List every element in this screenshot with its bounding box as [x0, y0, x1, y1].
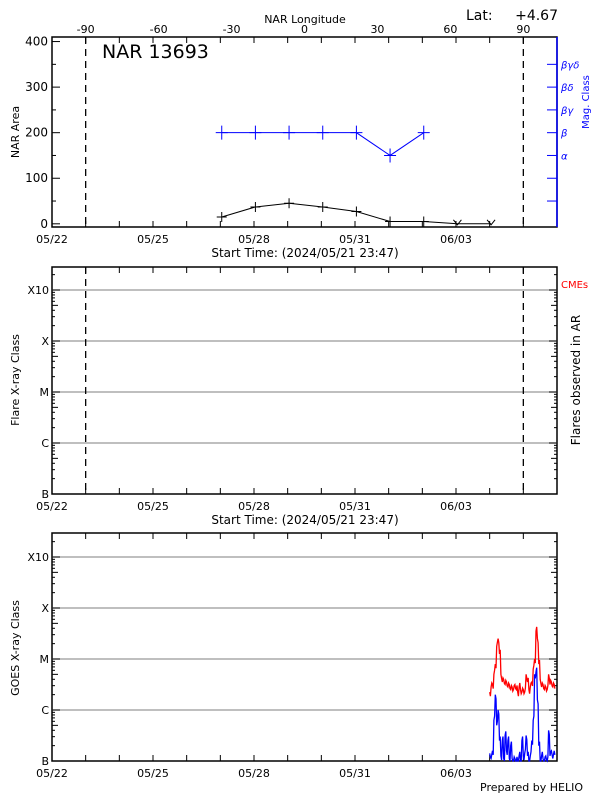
goes-short-channel-line: [489, 667, 556, 763]
mag-class-point: [283, 125, 296, 140]
y-tick-label: 200: [25, 126, 48, 140]
area-point: [418, 216, 429, 227]
y-tick-label: X: [41, 602, 49, 615]
goes-long-channel-line: [489, 626, 556, 697]
mag-class-point: [384, 148, 397, 163]
x-tick-label: 05/25: [137, 767, 169, 780]
area-point: [284, 198, 295, 209]
mag-class-point: [350, 125, 363, 140]
plot-frame: [51, 266, 558, 495]
y-tick-label: 100: [25, 171, 48, 185]
cme-label: CMEs: [561, 280, 588, 291]
plot-frame: [51, 532, 558, 762]
area-zero-marker: [486, 219, 496, 226]
x-tick-label: 05/22: [36, 500, 68, 513]
y2-axis-title: Mag. Class: [581, 75, 592, 129]
longitude-tick-label: -30: [223, 23, 241, 36]
x-tick-label: 05/31: [339, 500, 371, 513]
area-point: [317, 201, 328, 212]
y-tick-label: X10: [27, 284, 49, 297]
x-tick-label: 05/25: [137, 500, 169, 513]
x-tick-label: 05/28: [238, 500, 270, 513]
longitude-tick-label: -90: [77, 23, 95, 36]
longitude-tick-label: 60: [443, 23, 457, 36]
lat-label: Lat:: [466, 8, 493, 24]
lat-value: +4.67: [515, 8, 558, 24]
mag-class-point: [417, 125, 430, 140]
y-tick-label: X10: [27, 551, 49, 564]
longitude-tick-label: 30: [370, 23, 384, 36]
area-point: [385, 216, 396, 227]
mag-class-point: [215, 125, 228, 140]
longitude-tick-label: 90: [516, 23, 530, 36]
area-point: [351, 206, 362, 217]
region-title: NAR 13693: [102, 41, 209, 63]
y2-axis-title: Flares observed in AR: [569, 315, 583, 445]
y-tick-label: 0: [40, 217, 48, 231]
y-tick-label: C: [41, 704, 49, 717]
x-tick-label: 05/22: [36, 767, 68, 780]
mag-class-label: α: [561, 151, 568, 162]
x-axis-title: Start Time: (2024/05/21 23:47): [211, 246, 398, 260]
x-tick-label: 05/25: [137, 233, 169, 246]
mag-class-label: βδ: [560, 83, 574, 94]
x-tick-label: 06/03: [440, 500, 472, 513]
y-tick-label: B: [41, 755, 49, 768]
y-tick-label: M: [40, 653, 50, 666]
mag-class-point: [249, 125, 262, 140]
top-axis-title: NAR Longitude: [264, 13, 346, 26]
y-tick-label: B: [41, 488, 49, 501]
y-axis-title: Flare X-ray Class: [9, 334, 22, 426]
y-tick-label: C: [41, 437, 49, 450]
mag-class-label: βγδ: [560, 60, 579, 71]
x-tick-label: 06/03: [440, 767, 472, 780]
area-point: [250, 201, 261, 212]
mag-class-point: [316, 125, 329, 140]
y-tick-label: 400: [25, 35, 48, 49]
x-tick-label: 06/03: [440, 233, 472, 246]
x-tick-label: 05/22: [36, 233, 68, 246]
y-tick-label: M: [40, 386, 50, 399]
x-axis-title: Start Time: (2024/05/21 23:47): [211, 513, 398, 527]
y-axis-title: NAR Area: [9, 106, 22, 158]
longitude-tick-label: -60: [150, 23, 168, 36]
y-tick-label: X: [41, 335, 49, 348]
x-tick-label: 05/31: [339, 233, 371, 246]
x-tick-label: 05/28: [238, 233, 270, 246]
longitude-tick-label: 0: [301, 23, 308, 36]
mag-class-label: βγ: [560, 106, 574, 117]
prepared-by-label: Prepared by HELIO: [480, 781, 583, 794]
plot-frame: [51, 36, 558, 228]
y-tick-label: 300: [25, 80, 48, 94]
mag-class-label: β: [560, 129, 568, 140]
y-axis-title: GOES X-ray Class: [9, 600, 22, 696]
area-point: [216, 211, 227, 222]
x-tick-label: 05/31: [339, 767, 371, 780]
area-zero-marker: [453, 219, 462, 226]
x-tick-label: 05/28: [238, 767, 270, 780]
